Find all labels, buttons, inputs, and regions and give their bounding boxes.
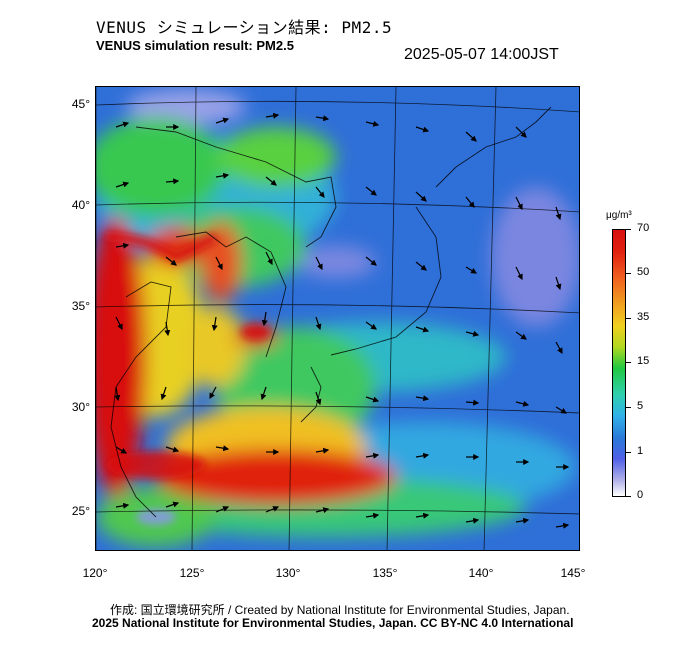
- colorbar-tick: [626, 452, 631, 453]
- colorbar-unit: μg/m³: [606, 210, 632, 221]
- title-english: VENUS simulation result: PM2.5: [96, 38, 294, 53]
- colorbar-label-15: 15: [637, 355, 650, 367]
- lon-label-120: 120°: [82, 566, 108, 580]
- title-japanese: VENUS シミュレーション結果: PM2.5: [96, 18, 393, 37]
- colorbar-label-70: 70: [637, 222, 650, 234]
- colorbar-label-1: 1: [637, 445, 644, 457]
- lat-label-40: 40°: [71, 198, 90, 212]
- lon-label-140: 140°: [468, 566, 494, 580]
- forecast-timestamp: 2025-05-07 14:00JST: [404, 46, 559, 63]
- colorbar-label-35: 35: [637, 311, 650, 323]
- colorbar-label-50: 50: [637, 266, 650, 278]
- lon-label-130: 130°: [275, 566, 301, 580]
- colorbar-label-5: 5: [637, 400, 644, 412]
- lat-label-45: 45°: [71, 97, 90, 111]
- colorbar-tick: [626, 318, 631, 319]
- pm25-map: [95, 86, 580, 551]
- colorbar-tick: [626, 229, 631, 230]
- lon-label-145: 145°: [560, 566, 586, 580]
- lon-label-135: 135°: [372, 566, 398, 580]
- credit-line: 作成: 国立環境研究所 / Created by National Instit…: [110, 603, 570, 617]
- colorbar: [612, 229, 626, 497]
- lon-label-125: 125°: [179, 566, 205, 580]
- lat-label-35: 35°: [71, 299, 90, 313]
- copyright-line: 2025 National Institute for Environmenta…: [92, 616, 574, 630]
- colorbar-label-0: 0: [637, 489, 644, 501]
- colorbar-tick: [626, 273, 631, 274]
- colorbar-tick: [626, 496, 631, 497]
- lat-label-25: 25°: [71, 504, 90, 518]
- pm25-concentration-field: [96, 87, 579, 550]
- colorbar-tick: [626, 407, 631, 408]
- lat-label-30: 30°: [71, 400, 90, 414]
- colorbar-tick: [626, 362, 631, 363]
